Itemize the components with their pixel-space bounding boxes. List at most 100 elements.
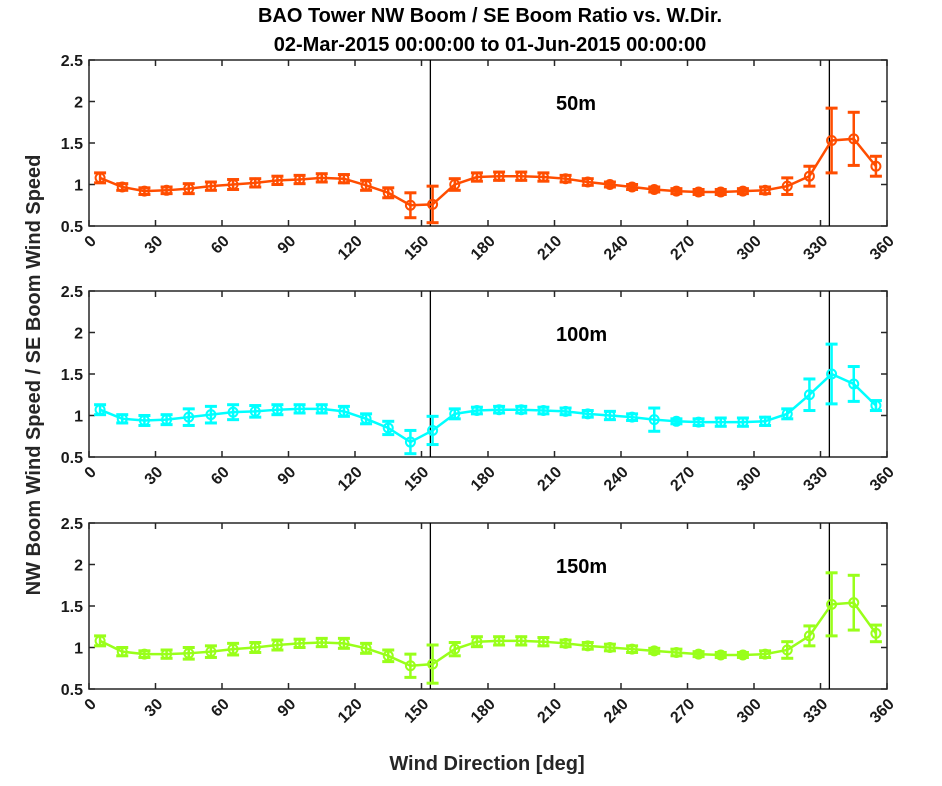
x-tick-label: 180 bbox=[468, 233, 499, 264]
data-point bbox=[648, 645, 660, 657]
x-tick-label: 120 bbox=[335, 233, 366, 264]
data-point bbox=[205, 180, 217, 192]
data-point bbox=[715, 416, 727, 428]
data-point bbox=[271, 404, 283, 416]
data-point bbox=[316, 637, 328, 649]
y-tick-label: 2.5 bbox=[61, 284, 83, 301]
data-point bbox=[493, 170, 505, 182]
data-point bbox=[493, 635, 505, 647]
x-tick-label: 0 bbox=[82, 464, 100, 482]
error-bar bbox=[94, 171, 107, 185]
error-bar bbox=[426, 643, 439, 685]
data-point bbox=[338, 405, 350, 417]
error-bar bbox=[382, 419, 395, 437]
data-point bbox=[870, 627, 882, 639]
error-bar bbox=[249, 641, 262, 654]
data-point bbox=[360, 413, 372, 425]
data-point bbox=[560, 173, 572, 185]
error-bar bbox=[315, 172, 328, 184]
error-bar bbox=[537, 171, 550, 183]
error-bar bbox=[670, 646, 683, 658]
error-bar bbox=[116, 413, 129, 425]
x-tick-label: 300 bbox=[734, 233, 765, 264]
data-point bbox=[870, 400, 882, 412]
data-point bbox=[515, 404, 527, 416]
data-point bbox=[493, 404, 505, 416]
error-bar bbox=[692, 648, 705, 660]
data-point bbox=[715, 186, 727, 198]
error-bar bbox=[825, 571, 838, 638]
data-point bbox=[382, 187, 394, 199]
x-tick-label: 240 bbox=[601, 696, 632, 727]
data-point bbox=[737, 649, 749, 661]
panel-label: 100m bbox=[556, 324, 607, 346]
error-bar bbox=[847, 573, 860, 632]
data-point bbox=[648, 414, 660, 426]
error-bar bbox=[825, 342, 838, 406]
error-bar bbox=[626, 181, 639, 193]
data-point bbox=[249, 177, 261, 189]
data-point bbox=[693, 186, 705, 198]
x-tick-label: 270 bbox=[667, 233, 698, 264]
x-tick-label: 60 bbox=[208, 464, 233, 489]
panel-150m: 0 30 60 90 120 150 180 210 240 270 300 330 360 0.5 1 1.… bbox=[61, 516, 898, 727]
panel-50m: 0 30 60 90 120 150 180 210 240 270 300 330 360 0.5 1 1.… bbox=[61, 53, 898, 264]
error-bar bbox=[293, 403, 306, 415]
x-tick-label: 240 bbox=[601, 464, 632, 495]
data-point bbox=[338, 173, 350, 185]
data-point bbox=[183, 183, 195, 195]
error-bar bbox=[515, 404, 528, 416]
error-bar bbox=[759, 648, 772, 660]
error-bar bbox=[337, 404, 350, 418]
data-point bbox=[826, 368, 838, 380]
x-tick-label: 30 bbox=[142, 464, 167, 489]
data-point bbox=[138, 414, 150, 426]
data-point bbox=[294, 174, 306, 186]
data-point bbox=[870, 160, 882, 172]
error-bar bbox=[781, 640, 794, 660]
error-bar bbox=[537, 636, 550, 648]
data-point bbox=[382, 422, 394, 434]
data-point bbox=[759, 415, 771, 427]
x-tick-label: 330 bbox=[800, 696, 831, 727]
panel-100m: 0 30 60 90 120 150 180 210 240 270 300 330 360 0.5 1 1.… bbox=[61, 284, 898, 495]
data-point bbox=[138, 185, 150, 197]
error-bar bbox=[160, 413, 173, 427]
data-point bbox=[670, 646, 682, 658]
data-point bbox=[316, 403, 328, 415]
data-point bbox=[515, 170, 527, 182]
data-point bbox=[227, 406, 239, 418]
error-bar bbox=[759, 184, 772, 196]
x-tick-label: 120 bbox=[335, 696, 366, 727]
data-point bbox=[604, 179, 616, 190]
error-bar bbox=[869, 623, 882, 644]
data-point bbox=[116, 413, 128, 425]
data-point bbox=[271, 639, 283, 651]
error-bar bbox=[493, 170, 506, 182]
x-tick-label: 150 bbox=[401, 464, 432, 495]
error-bar bbox=[382, 648, 395, 664]
x-tick-label: 120 bbox=[335, 464, 366, 495]
data-point bbox=[427, 424, 439, 436]
data-point bbox=[183, 411, 195, 423]
error-bar bbox=[360, 178, 373, 192]
data-point bbox=[227, 643, 239, 655]
data-point bbox=[781, 408, 793, 420]
error-bar bbox=[337, 173, 350, 185]
panel-label: 150m bbox=[556, 556, 607, 578]
error-bar bbox=[869, 399, 882, 413]
data-point bbox=[604, 642, 616, 653]
error-bar bbox=[204, 644, 217, 659]
error-bar bbox=[426, 414, 439, 447]
error-bar bbox=[603, 179, 616, 190]
error-bar bbox=[803, 624, 816, 648]
x-tick-label: 210 bbox=[534, 464, 565, 495]
error-bar bbox=[138, 185, 151, 197]
data-point bbox=[427, 198, 439, 210]
error-bar bbox=[559, 637, 572, 649]
x-tick-label: 90 bbox=[275, 696, 300, 721]
data-point bbox=[94, 172, 106, 184]
error-bar bbox=[404, 191, 417, 220]
error-bar bbox=[160, 648, 173, 660]
